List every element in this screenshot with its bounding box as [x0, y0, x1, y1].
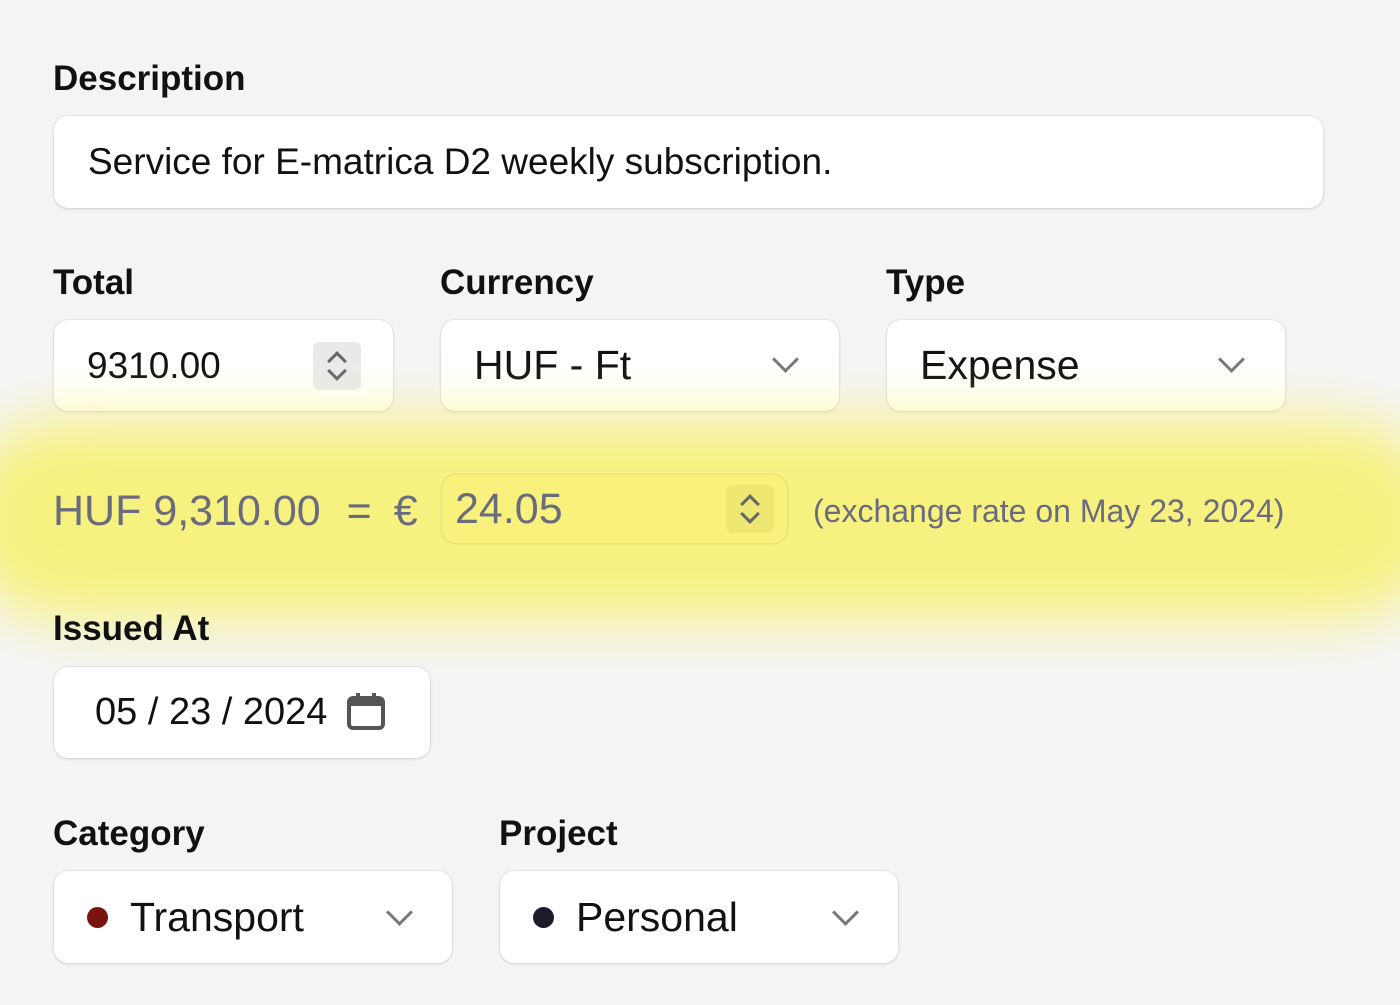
- chevron-down-icon: [386, 899, 413, 926]
- project-label: Project: [499, 814, 618, 853]
- project-color-dot: [533, 906, 554, 928]
- issued-at-value: 05 / 23 / 2024: [95, 691, 328, 733]
- type-select[interactable]: Expense: [887, 320, 1285, 411]
- total-value: 9310.00: [87, 344, 221, 386]
- category-label: Category: [53, 814, 205, 853]
- exchange-rate-note: (exchange rate on May 23, 2024): [813, 493, 1285, 529]
- total-label: Total: [53, 263, 135, 302]
- total-input[interactable]: 9310.00: [54, 320, 393, 411]
- conversion-row: HUF 9,310.00 = €: [53, 487, 418, 536]
- chevron-down-icon: [772, 346, 799, 373]
- currency-select[interactable]: HUF - Ft: [441, 320, 839, 411]
- chevron-down-icon: [832, 899, 859, 926]
- total-stepper[interactable]: [313, 342, 361, 390]
- issued-at-input[interactable]: 05 / 23 / 2024: [54, 667, 430, 758]
- type-value: Expense: [920, 342, 1080, 388]
- converted-amount-input[interactable]: 24.05: [442, 475, 787, 543]
- project-value: Personal: [576, 893, 738, 940]
- chevron-down-icon: [1218, 346, 1245, 373]
- calendar-icon[interactable]: [346, 692, 386, 732]
- issued-at-label: Issued At: [53, 609, 210, 648]
- project-select[interactable]: Personal: [500, 871, 898, 963]
- type-label: Type: [886, 263, 966, 302]
- converted-amount-stepper[interactable]: [726, 485, 774, 533]
- converted-amount-value: 24.05: [455, 484, 563, 533]
- category-color-dot: [87, 906, 108, 928]
- description-input[interactable]: Service for E-matrica D2 weekly subscrip…: [54, 116, 1323, 208]
- source-amount: HUF 9,310.00: [53, 487, 321, 535]
- category-value: Transport: [130, 893, 304, 940]
- description-label: Description: [53, 59, 246, 98]
- currency-value: HUF - Ft: [474, 342, 632, 388]
- description-value: Service for E-matrica D2 weekly subscrip…: [88, 141, 833, 182]
- euro-symbol: €: [393, 487, 418, 535]
- category-select[interactable]: Transport: [54, 871, 452, 963]
- currency-label: Currency: [440, 263, 594, 302]
- equals-sign: =: [346, 487, 372, 535]
